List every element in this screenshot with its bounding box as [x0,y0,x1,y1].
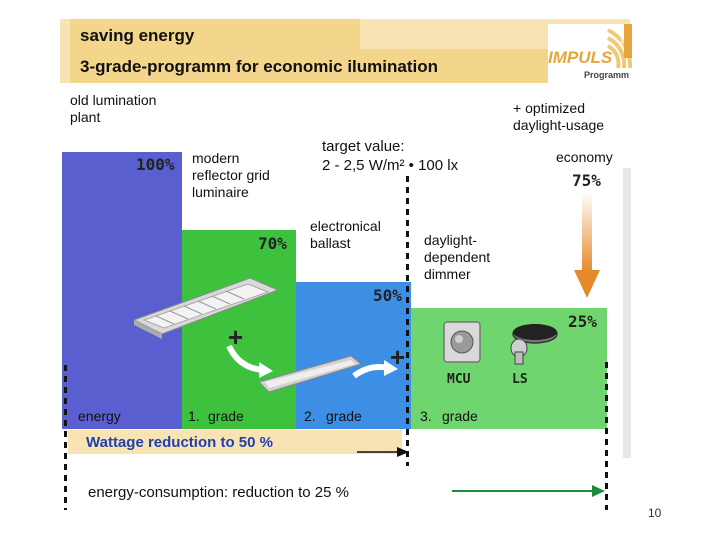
label-economy: economy [556,149,613,165]
percent-50: 50% [373,286,402,305]
light-sensor-icon [510,324,558,365]
label-grade-3: grade [442,408,478,424]
title-line-2: 3-grade-programm for economic iluminatio… [80,57,438,76]
logo-sub: Programm [584,70,630,80]
label-grade-2-number: 2. [304,408,316,424]
label-grade-2: grade [326,408,362,424]
label-grade-3-number: 3. [420,408,432,424]
plus-sign-1: + [228,322,244,352]
label-modern: modern reflector grid luminaire [192,150,292,201]
curved-arrow-1-icon [226,344,273,378]
title-highlight-2 [70,49,550,83]
label-old-plant: old lumination plant [70,92,157,125]
label-target-2: 2 - 2,5 W/m² • 100 lx [322,157,459,174]
consumption-arrow-icon [452,485,605,497]
percent-100: 100% [136,155,175,174]
percent-economy: 75% [572,171,601,190]
logo-arcs-icon [548,24,633,84]
impuls-logo: IMPULS Programm Hessen [548,24,633,84]
electronic-ballast-icon [258,355,363,393]
bar-energy-100 [62,152,182,429]
wattage-arrow-icon [357,447,409,457]
bar-grade-1-70 [182,230,296,429]
title-highlight-1 [70,19,360,49]
label-ls: LS [512,372,528,387]
label-energy: energy [78,408,121,424]
label-dimmer: daylight-dependent dimmer [424,232,491,282]
label-ballast: electronical ballast [310,218,381,251]
bar-grade-2-50 [296,282,411,429]
right-panel-edge [623,168,631,458]
marker-middle [406,176,409,466]
wattage-band [68,430,402,454]
page-number: 10 [648,506,662,520]
logo-brand: IMPULS [548,48,613,67]
percent-70: 70% [258,234,287,253]
mcu-device-icon [443,321,481,363]
wattage-reduction-text: Wattage reduction to 50 % [86,434,273,451]
label-grade-1: grade [208,408,244,424]
economy-arrow-icon [574,192,600,298]
title-line-1: saving energy [80,26,195,45]
marker-left [64,365,67,510]
plus-sign-2: + [390,342,406,372]
consumption-reduction-text: energy-consumption: reduction to 25 % [88,484,349,501]
label-target-1: target value: [322,138,405,155]
curved-arrow-2-icon [352,360,398,379]
label-mcu: MCU [447,372,471,387]
label-optimized: + optimized daylight-usage [513,100,605,133]
economy-area [530,168,623,308]
marker-right [605,362,608,510]
reflector-luminaire-icon [132,277,280,339]
label-grade-1-number: 1. [188,408,200,424]
percent-25: 25% [568,312,597,331]
logo-side: Hessen [620,26,626,47]
